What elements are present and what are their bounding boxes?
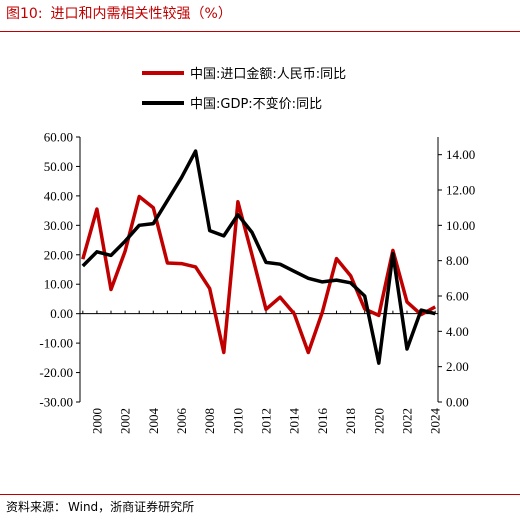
right-y-tick-label: 2.00 bbox=[446, 359, 469, 374]
x-tick-label: 2016 bbox=[315, 408, 330, 435]
axes: -30.00 -20.00 -10.00 0.00 10.00 20.00 30.00 40.… bbox=[39, 130, 475, 435]
x-tick-label: 2010 bbox=[230, 408, 245, 434]
right-y-tick-label: 10.00 bbox=[446, 218, 475, 233]
left-y-tick-label: 50.00 bbox=[44, 159, 73, 174]
x-tick-label: 2006 bbox=[174, 408, 189, 435]
source-label: 资料来源： bbox=[6, 500, 67, 514]
x-tick-label: 2000 bbox=[89, 408, 104, 434]
right-y-tick-label: 4.00 bbox=[446, 324, 469, 339]
left-y-tick-label: -10.00 bbox=[39, 336, 73, 351]
legend-label-gdp: 中国:GDP:不变价:同比 bbox=[190, 96, 322, 112]
line-chart: 中国:进口金额:人民币:同比 中国:GDP:不变价:同比 -30.00 -20.0… bbox=[39, 66, 475, 435]
left-y-tick-label: 10.00 bbox=[44, 277, 73, 292]
right-y-tick-label: 0.00 bbox=[446, 395, 469, 410]
figure-title: 进口和内需相关性较强（%） bbox=[50, 6, 232, 22]
right-y-tick-label: 6.00 bbox=[446, 289, 469, 304]
x-tick-label: 2024 bbox=[428, 408, 443, 435]
x-tick-label: 2012 bbox=[259, 408, 274, 434]
right-y-tick-label: 8.00 bbox=[446, 253, 469, 268]
left-y-tick-label: 60.00 bbox=[44, 130, 73, 145]
x-tick-label: 2020 bbox=[371, 408, 386, 434]
footer-rule bbox=[0, 494, 520, 495]
right-y-tick-label: 12.00 bbox=[446, 183, 475, 198]
x-tick-label: 2014 bbox=[287, 408, 302, 435]
header-rule bbox=[0, 31, 520, 32]
right-y-tick-label: 14.00 bbox=[446, 147, 475, 162]
x-tick-label: 2022 bbox=[399, 408, 414, 434]
left-y-tick-label: -30.00 bbox=[39, 395, 73, 410]
source-note: 资料来源： Wind，浙商证券研究所 bbox=[6, 498, 194, 516]
legend: 中国:进口金额:人民币:同比 中国:GDP:不变价:同比 bbox=[142, 66, 346, 112]
plot-area bbox=[81, 149, 437, 365]
x-tick-label: 2008 bbox=[202, 408, 217, 434]
left-y-tick-label: -20.00 bbox=[39, 365, 73, 380]
legend-label-import: 中国:进口金额:人民币:同比 bbox=[190, 66, 346, 82]
figure-label: 图10: bbox=[6, 6, 43, 22]
x-tick-label: 2002 bbox=[118, 408, 133, 434]
figure-header: 图10: 进口和内需相关性较强（%） bbox=[6, 3, 514, 25]
series-line-import bbox=[81, 194, 437, 355]
left-y-tick-label: 0.00 bbox=[50, 306, 73, 321]
x-tick-label: 2018 bbox=[343, 408, 358, 434]
source-text: Wind，浙商证券研究所 bbox=[68, 500, 195, 514]
x-tick-label: 2004 bbox=[146, 408, 161, 435]
left-y-tick-label: 40.00 bbox=[44, 188, 73, 203]
series-line-gdp bbox=[81, 149, 436, 365]
left-y-tick-label: 20.00 bbox=[44, 247, 73, 262]
left-y-tick-label: 30.00 bbox=[44, 218, 73, 233]
